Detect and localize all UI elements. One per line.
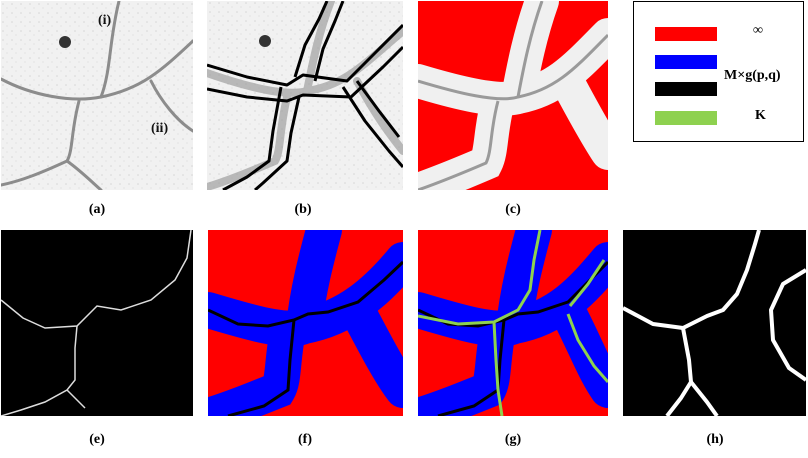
legend-label-infinity: ∞ — [753, 23, 763, 38]
label-grain-ii: (ii) — [151, 121, 169, 136]
caption-a: (a) — [88, 202, 106, 217]
panel-b-overlay — [207, 1, 403, 190]
caption-f: (f) — [298, 432, 312, 447]
legend-swatch-band — [655, 55, 717, 69]
panel-e-boundary — [1, 230, 193, 416]
panel-g-band-map-k — [418, 230, 608, 416]
caption-e: (e) — [89, 432, 105, 447]
panel-c-infinity-map — [418, 1, 608, 190]
legend-label-k: K — [755, 108, 766, 123]
caption-c: (c) — [505, 202, 521, 217]
legend-swatch-infinity — [655, 27, 717, 41]
legend-swatch-k — [655, 111, 717, 125]
panel-a-micrograph: (i) (ii) — [1, 1, 193, 190]
panel-h-result — [623, 230, 806, 416]
caption-h: (h) — [706, 432, 724, 447]
legend-label-band: M×g(p,q) — [724, 68, 781, 83]
panel-f-band-map — [208, 230, 403, 416]
legend-box: ∞ M×g(p,q) K — [633, 1, 804, 142]
caption-g: (g) — [504, 432, 522, 447]
legend-swatch-path — [655, 82, 717, 96]
caption-b: (b) — [294, 202, 312, 217]
label-grain-i: (i) — [98, 13, 112, 28]
